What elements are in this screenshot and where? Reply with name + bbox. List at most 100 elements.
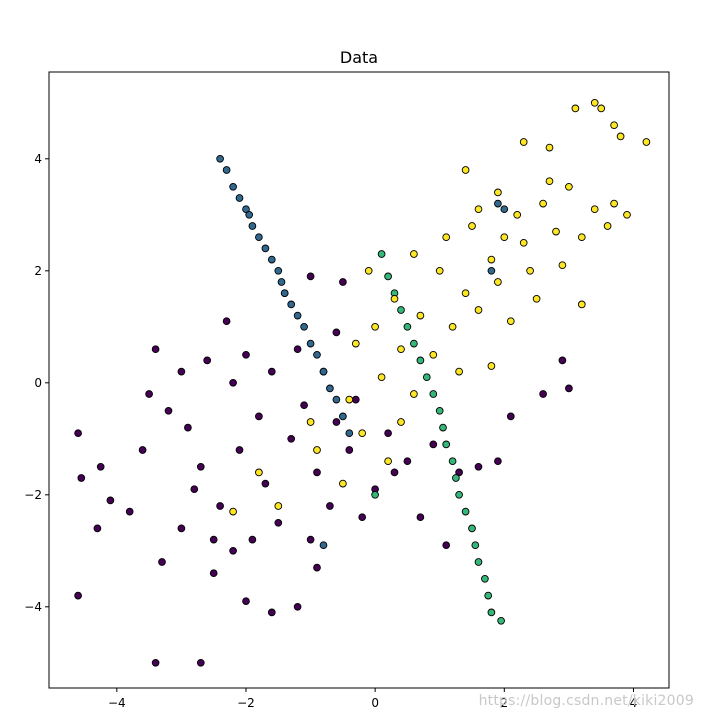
- scatter-point-series-0: [209, 535, 218, 544]
- plot-frame: [48, 71, 670, 689]
- scatter-point-series-0: [558, 356, 567, 365]
- scatter-point-series-2: [442, 440, 451, 449]
- scatter-point-series-0: [125, 507, 134, 516]
- scatter-point-series-0: [287, 434, 296, 443]
- scatter-point-series-3: [513, 210, 522, 219]
- scatter-point-series-0: [184, 423, 192, 432]
- y-tick-label: 4: [34, 152, 42, 166]
- scatter-point-series-2: [429, 390, 438, 398]
- scatter-point-series-2: [377, 250, 386, 258]
- scatter-point-series-3: [565, 182, 573, 191]
- scatter-point-series-2: [422, 373, 431, 382]
- scatter-point-series-1: [261, 244, 270, 253]
- scatter-point-series-3: [461, 289, 470, 298]
- scatter-point-series-0: [235, 446, 244, 454]
- scatter-point-series-3: [571, 104, 580, 113]
- scatter-point-series-2: [468, 524, 476, 533]
- scatter-point-series-1: [280, 289, 289, 298]
- scatter-point-series-2: [416, 356, 425, 365]
- y-tick-label: −4: [24, 600, 42, 614]
- scatter-point-series-2: [403, 322, 412, 331]
- scatter-point-series-3: [474, 205, 483, 214]
- scatter-point-series-3: [274, 502, 283, 510]
- scatter-point-series-3: [552, 227, 560, 236]
- scatter-point-series-0: [313, 563, 321, 572]
- scatter-point-series-1: [339, 412, 347, 421]
- scatter-point-series-3: [461, 166, 470, 174]
- scatter-point-series-0: [177, 367, 186, 376]
- scatter-point-series-0: [196, 462, 205, 471]
- scatter-point-series-1: [494, 199, 502, 208]
- x-tick-label: 0: [371, 696, 379, 710]
- scatter-point-series-1: [332, 395, 341, 404]
- scatter-point-series-0: [313, 468, 321, 477]
- scatter-point-series-0: [261, 479, 270, 488]
- scatter-point-series-0: [339, 278, 347, 286]
- scatter-point-series-3: [448, 322, 457, 331]
- scatter-point-series-1: [306, 339, 315, 348]
- scatter-point-series-0: [77, 474, 86, 482]
- scatter-point-series-0: [306, 535, 315, 544]
- scatter-point-series-0: [216, 502, 224, 510]
- scatter-point-series-0: [474, 462, 483, 471]
- scatter-point-series-1: [274, 266, 283, 275]
- scatter-point-series-1: [229, 182, 237, 191]
- scatter-point-series-3: [590, 205, 599, 214]
- scatter-point-series-0: [416, 513, 425, 522]
- scatter-point-series-1: [313, 350, 321, 359]
- scatter-point-series-3: [397, 345, 405, 354]
- y-tick-label: −2: [24, 488, 42, 502]
- scatter-point-series-1: [277, 278, 286, 286]
- scatter-point-series-3: [487, 362, 496, 370]
- scatter-point-series-0: [255, 412, 263, 421]
- scatter-point-series-3: [442, 233, 451, 242]
- scatter-point-series-0: [506, 412, 515, 421]
- scatter-point-series-3: [339, 479, 347, 488]
- scatter-point-series-2: [497, 616, 505, 625]
- scatter-point-series-1: [242, 205, 250, 214]
- scatter-point-series-3: [455, 367, 463, 376]
- scatter-point-series-0: [196, 658, 205, 667]
- scatter-point-series-0: [248, 535, 257, 544]
- scatter-point-series-0: [326, 502, 334, 510]
- scatter-point-series-3: [345, 395, 354, 404]
- scatter-point-series-3: [532, 294, 541, 303]
- scatter-point-series-3: [519, 238, 528, 247]
- scatter-point-series-2: [461, 507, 470, 516]
- scatter-point-series-0: [151, 658, 160, 667]
- scatter-point-series-2: [439, 423, 447, 432]
- scatter-point-series-3: [577, 233, 586, 242]
- x-tick-label: 2: [500, 696, 508, 710]
- scatter-point-series-0: [306, 272, 315, 281]
- y-tick-label: 0: [34, 376, 42, 390]
- y-axis: −4 −2 0 2 4: [24, 152, 49, 614]
- scatter-point-series-2: [384, 272, 392, 281]
- scatter-point-series-2: [471, 541, 480, 550]
- scatter-point-series-0: [229, 378, 237, 387]
- scatter-point-series-3: [494, 278, 502, 286]
- scatter-point-series-3: [577, 300, 586, 309]
- scatter-point-series-3: [468, 222, 476, 230]
- scatter-point-series-0: [190, 485, 199, 494]
- scatter-point-series-3: [506, 317, 515, 326]
- scatter-point-series-3: [306, 418, 315, 426]
- scatter-point-series-2: [474, 558, 483, 566]
- scatter-point-series-3: [377, 373, 386, 382]
- scatter-point-series-1: [267, 255, 276, 264]
- scatter-point-series-0: [332, 328, 341, 337]
- scatter-point-series-0: [384, 429, 392, 438]
- scatter-point-series-3: [416, 311, 425, 320]
- scatter-point-series-3: [384, 457, 392, 466]
- scatter-point-series-1: [216, 154, 224, 163]
- scatter-point-series-0: [293, 345, 302, 354]
- scatter-point-series-0: [267, 367, 276, 376]
- scatter-point-series-2: [371, 490, 379, 499]
- scatter-point-series-2: [452, 474, 460, 482]
- scatter-point-series-3: [519, 138, 528, 146]
- x-axis: −4 −2 0 2 4: [108, 688, 637, 710]
- scatter-point-series-3: [351, 339, 360, 348]
- scatter-point-series-3: [494, 188, 502, 197]
- scatter-point-series-3: [539, 199, 547, 208]
- scatter-point-series-0: [442, 541, 451, 550]
